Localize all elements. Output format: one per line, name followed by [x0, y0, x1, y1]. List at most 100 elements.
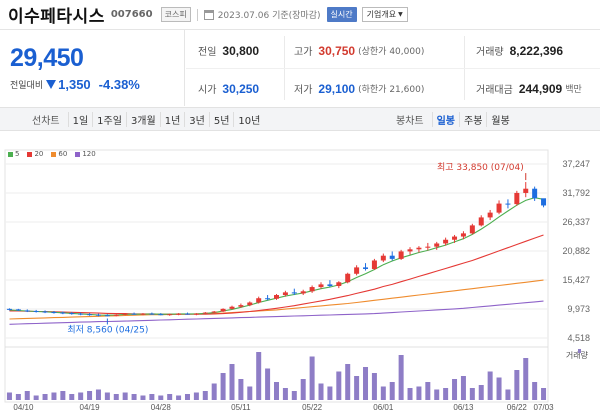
candle-body: [300, 291, 306, 294]
candle-body: [514, 192, 520, 205]
stat-label: 거래대금: [476, 85, 513, 96]
stock-chart: 37,247 31,792 26,337 20,882 15,427 9,973 4,518…: [4, 149, 590, 411]
period-3m[interactable]: 3개월: [125, 111, 160, 127]
volume-bar: [193, 392, 199, 400]
volume-bar: [407, 388, 413, 400]
legend-item: 5: [8, 150, 19, 158]
period-1w[interactable]: 1주일: [92, 111, 126, 127]
volume-legend-swatch: [578, 349, 581, 353]
y-tick-label: 20,882: [562, 246, 590, 256]
price-change-row: 전일대비 1,350 -4.38%: [10, 77, 184, 92]
stat-prev-close: 전일 30,800: [198, 43, 259, 59]
candle-body: [354, 267, 360, 274]
chevron-down-icon: ▼: [398, 11, 403, 18]
chart-frame: [4, 149, 549, 403]
candle-body: [238, 305, 244, 307]
chart-toolbar: 선차트 1일 1주일 3개월 1년 3년 5년 10년 봉차트 일봉 주봉 월봉: [0, 107, 600, 131]
max-price-annotation: 최고 33,850 (07/04): [437, 162, 524, 173]
volume-bar: [398, 355, 404, 400]
period-5y[interactable]: 5년: [208, 111, 234, 127]
legend-item: 120: [75, 150, 96, 158]
candle-body: [398, 251, 404, 259]
company-overview-button[interactable]: 기업개요 ▼: [361, 7, 408, 22]
candle-body: [452, 236, 458, 240]
legend-label: 5: [15, 150, 20, 158]
volume-bar: [487, 371, 493, 400]
volume-bar: [282, 388, 288, 400]
volume-bar: [158, 395, 164, 400]
period-10y[interactable]: 10년: [233, 111, 264, 127]
volume-bar: [452, 379, 458, 400]
candle-body: [532, 188, 538, 199]
stat-value: 8,222,396: [509, 43, 563, 58]
candle-body: [24, 310, 30, 312]
candle-monthly[interactable]: 월봉: [486, 111, 513, 127]
volume-bar: [176, 395, 182, 400]
line-chart-label: 선차트: [32, 115, 60, 127]
volume-bar: [371, 373, 377, 400]
chart-legend: 5 20 60 120: [8, 150, 96, 158]
candle-body: [487, 212, 493, 218]
stat-trade-amount: 거래대금 244,909 백만: [476, 81, 582, 97]
y-tick-label: 26,337: [562, 217, 590, 227]
candle-body: [291, 292, 297, 294]
stat-label: 저가: [294, 85, 313, 96]
market-badge: 코스피: [160, 7, 191, 22]
candle-body: [380, 255, 386, 261]
period-3y[interactable]: 3년: [184, 111, 209, 127]
volume-bar: [202, 391, 208, 400]
candle-chart-label: 봉차트: [396, 115, 424, 127]
volume-label: 거래량: [566, 350, 589, 360]
candle-body: [274, 295, 279, 299]
legend-item: 60: [51, 150, 67, 158]
volume-bar: [425, 382, 431, 400]
volume-bar: [122, 392, 128, 400]
volume-bar: [149, 394, 155, 400]
stat-upper-limit: (상한가 40,000): [358, 47, 425, 57]
volume-bar: [229, 364, 235, 400]
candle-body: [425, 246, 431, 248]
stat-volume: 거래량 8,222,396: [476, 43, 563, 59]
volume-bar: [15, 394, 21, 400]
volume-bar: [113, 394, 119, 400]
stock-header: 이수페타시스 007660 코스피 2023.07.06 기준(장마감) 실시간…: [0, 0, 600, 30]
volume-bar: [33, 395, 39, 400]
candle-body: [202, 312, 208, 314]
stat-value: 29,100: [318, 81, 356, 96]
volume-bar: [380, 386, 386, 400]
realtime-button[interactable]: 실시간: [326, 7, 357, 22]
stock-name: 이수페타시스: [8, 7, 105, 27]
period-1d[interactable]: 1일: [67, 111, 93, 127]
stat-unit: 백만: [565, 85, 582, 95]
x-tick-label: 07/03: [534, 403, 555, 411]
x-tick-label: 06/01: [373, 403, 394, 411]
price-change-percent: -4.38%: [98, 77, 140, 92]
volume-bar: [247, 386, 253, 400]
ma-line-20: [9, 234, 544, 315]
down-arrow-icon: [46, 80, 57, 89]
volume-bar: [131, 394, 137, 400]
candle-body: [140, 313, 146, 315]
stat-label: 거래량: [476, 47, 504, 58]
min-price-annotation: 최저 8,560 (04/25): [67, 325, 148, 336]
candle-daily[interactable]: 일봉: [431, 111, 459, 127]
base-date: 2023.07.06 기준(장마감): [217, 11, 321, 21]
company-overview-label: 기업개요: [366, 10, 397, 19]
stat-value: 30,250: [222, 81, 260, 96]
candle-body: [363, 267, 369, 269]
candle-body: [211, 311, 217, 313]
volume-bar: [309, 356, 315, 400]
header-divider: [196, 8, 198, 21]
volume-bar: [167, 394, 173, 400]
volume-bar: [416, 386, 422, 400]
volume-bar: [318, 383, 324, 400]
candle-body: [256, 298, 262, 303]
candle-weekly[interactable]: 주봉: [459, 111, 486, 127]
volume-bar: [104, 392, 110, 400]
candle-options: 봉차트 일봉 주봉 월봉: [396, 111, 514, 127]
period-1y[interactable]: 1년: [159, 111, 185, 127]
stat-label: 고가: [294, 47, 313, 58]
candle-body: [60, 312, 66, 314]
volume-bar: [211, 383, 217, 400]
volume-bar: [300, 379, 306, 400]
